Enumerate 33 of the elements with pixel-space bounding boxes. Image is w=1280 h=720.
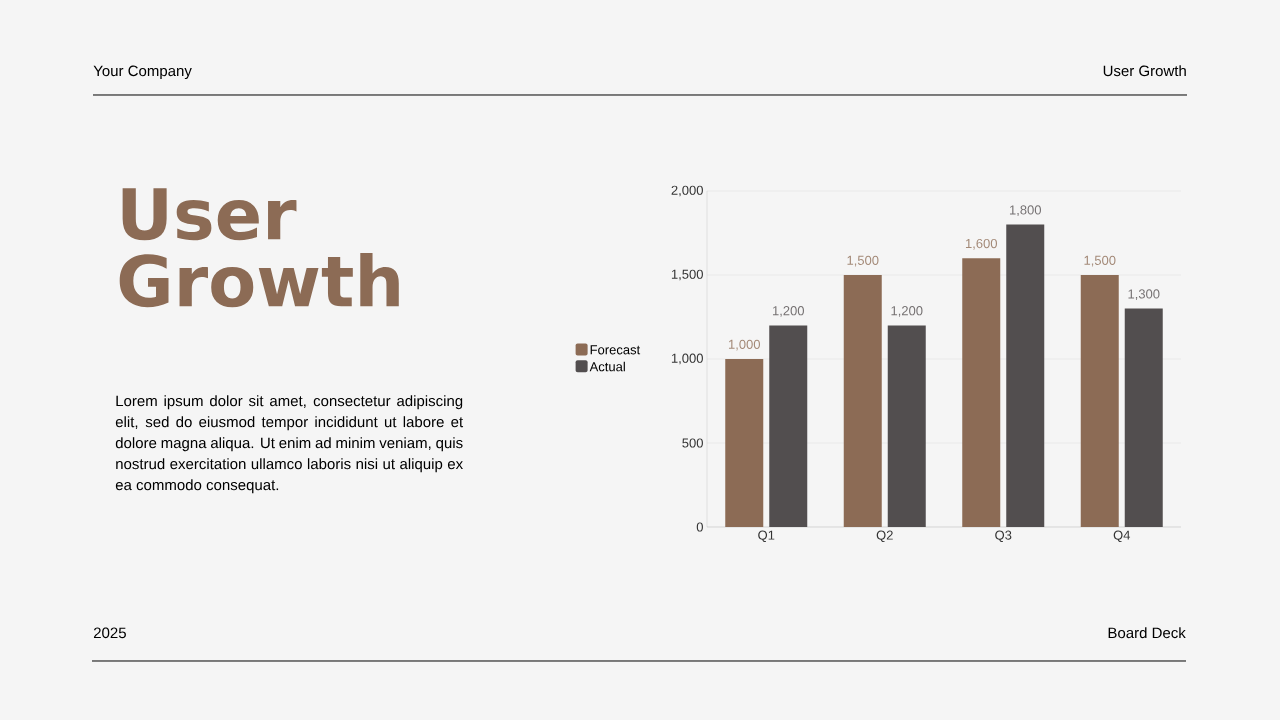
- data-label: 1,500: [847, 255, 879, 267]
- data-label: 1,300: [1128, 289, 1160, 301]
- data-label: 1,200: [772, 306, 805, 317]
- y-tick-label: 0: [696, 522, 703, 532]
- x-tick-label: Q2: [876, 530, 893, 543]
- text: Board Deck: [1108, 627, 1186, 639]
- y-tick-label: 500: [682, 438, 703, 448]
- data-label: 1,000: [728, 339, 761, 351]
- data-label: 1,200: [891, 306, 923, 317]
- x-tick-label: Q1: [758, 530, 775, 543]
- chart-title: User Growth: [119, 188, 399, 308]
- x-tick-label: Q4: [1113, 530, 1131, 543]
- bar: [1006, 224, 1045, 527]
- text: Lorem ipsum dolor sit amet, consectetur adipiscing elit, sed do eiusmod tempor incididunt ut labore et dolore magna aliqua. Ut enim ad minim veniam, quis nostrud exercitation ullamco laboris nisi ut aliquip ex ea commodo consequat.: [115, 395, 464, 494]
- text: Your Company: [93, 65, 192, 80]
- bar: [1124, 308, 1163, 527]
- bar: [887, 325, 926, 527]
- bar: [769, 325, 808, 527]
- legend-label: Forecast: [590, 345, 641, 355]
- text: 2025: [93, 627, 126, 639]
- bar: [725, 359, 764, 527]
- legend-label: Actual: [589, 361, 625, 372]
- y-tick-label: 2,000: [671, 185, 703, 197]
- y-tick-label: 1,500: [671, 269, 703, 281]
- bar: [962, 258, 1001, 527]
- data-label: 1,800: [1009, 205, 1042, 217]
- x-tick-label: Q3: [995, 530, 1012, 543]
- data-label: 1,600: [965, 238, 998, 250]
- data-label: 1,500: [1084, 255, 1116, 267]
- bar: [843, 275, 882, 527]
- text: User Growth: [1103, 65, 1186, 77]
- y-tick-label: 1,000: [671, 353, 703, 365]
- bar: [1080, 275, 1119, 527]
